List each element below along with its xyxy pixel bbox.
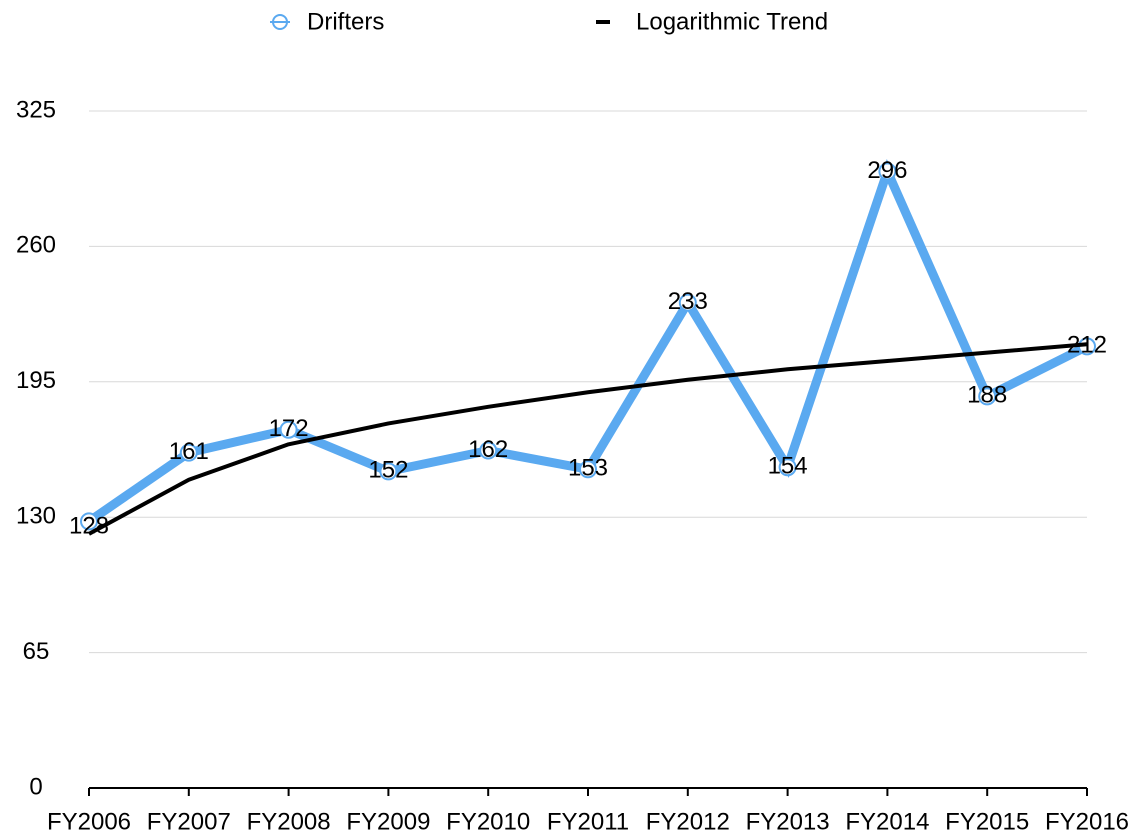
point-marker xyxy=(179,443,198,462)
x-tick-label: FY2016 xyxy=(1045,808,1129,835)
data-label: 154 xyxy=(768,453,808,480)
data-label: 153 xyxy=(568,455,608,482)
data-label: 172 xyxy=(269,415,309,442)
point-marker xyxy=(778,458,797,477)
x-tick-label: FY2009 xyxy=(346,808,430,835)
legend-label: Drifters xyxy=(307,8,384,35)
legend-label: Logarithmic Trend xyxy=(636,8,828,35)
x-tick-label: FY2007 xyxy=(147,808,231,835)
point-marker xyxy=(678,293,697,312)
trend-line xyxy=(88,342,1088,536)
data-label: 128 xyxy=(69,513,109,540)
data-label: 296 xyxy=(867,157,907,184)
x-tick-label: FY2015 xyxy=(945,808,1029,835)
data-label: 152 xyxy=(368,457,408,484)
point-marker xyxy=(579,460,597,479)
x-tick-label: FY2014 xyxy=(845,808,929,835)
x-tick-label: FY2012 xyxy=(646,808,730,835)
data-label: 162 xyxy=(468,436,508,463)
point-marker xyxy=(80,512,98,531)
point-marker xyxy=(878,162,897,181)
x-tick-label: FY2010 xyxy=(446,808,530,835)
x-tick-label: FY2008 xyxy=(247,808,331,835)
y-tick-label: 195 xyxy=(16,367,56,394)
x-tick-label: FY2006 xyxy=(47,808,131,835)
y-tick-label: 325 xyxy=(16,96,56,123)
point-marker xyxy=(379,462,398,481)
x-tick-label: FY2013 xyxy=(746,808,830,835)
data-label: 188 xyxy=(967,382,1007,409)
y-tick-label: 0 xyxy=(29,773,42,800)
data-label: 212 xyxy=(1067,332,1107,359)
y-tick-label: 130 xyxy=(16,503,56,530)
y-tick-label: 260 xyxy=(16,232,56,259)
point-marker xyxy=(978,387,997,406)
data-label: 161 xyxy=(169,438,209,465)
point-marker xyxy=(479,441,498,460)
point-marker xyxy=(279,420,298,439)
data-label: 233 xyxy=(668,288,708,315)
y-tick-label: 65 xyxy=(23,638,50,665)
x-tick-label: FY2011 xyxy=(547,808,629,835)
